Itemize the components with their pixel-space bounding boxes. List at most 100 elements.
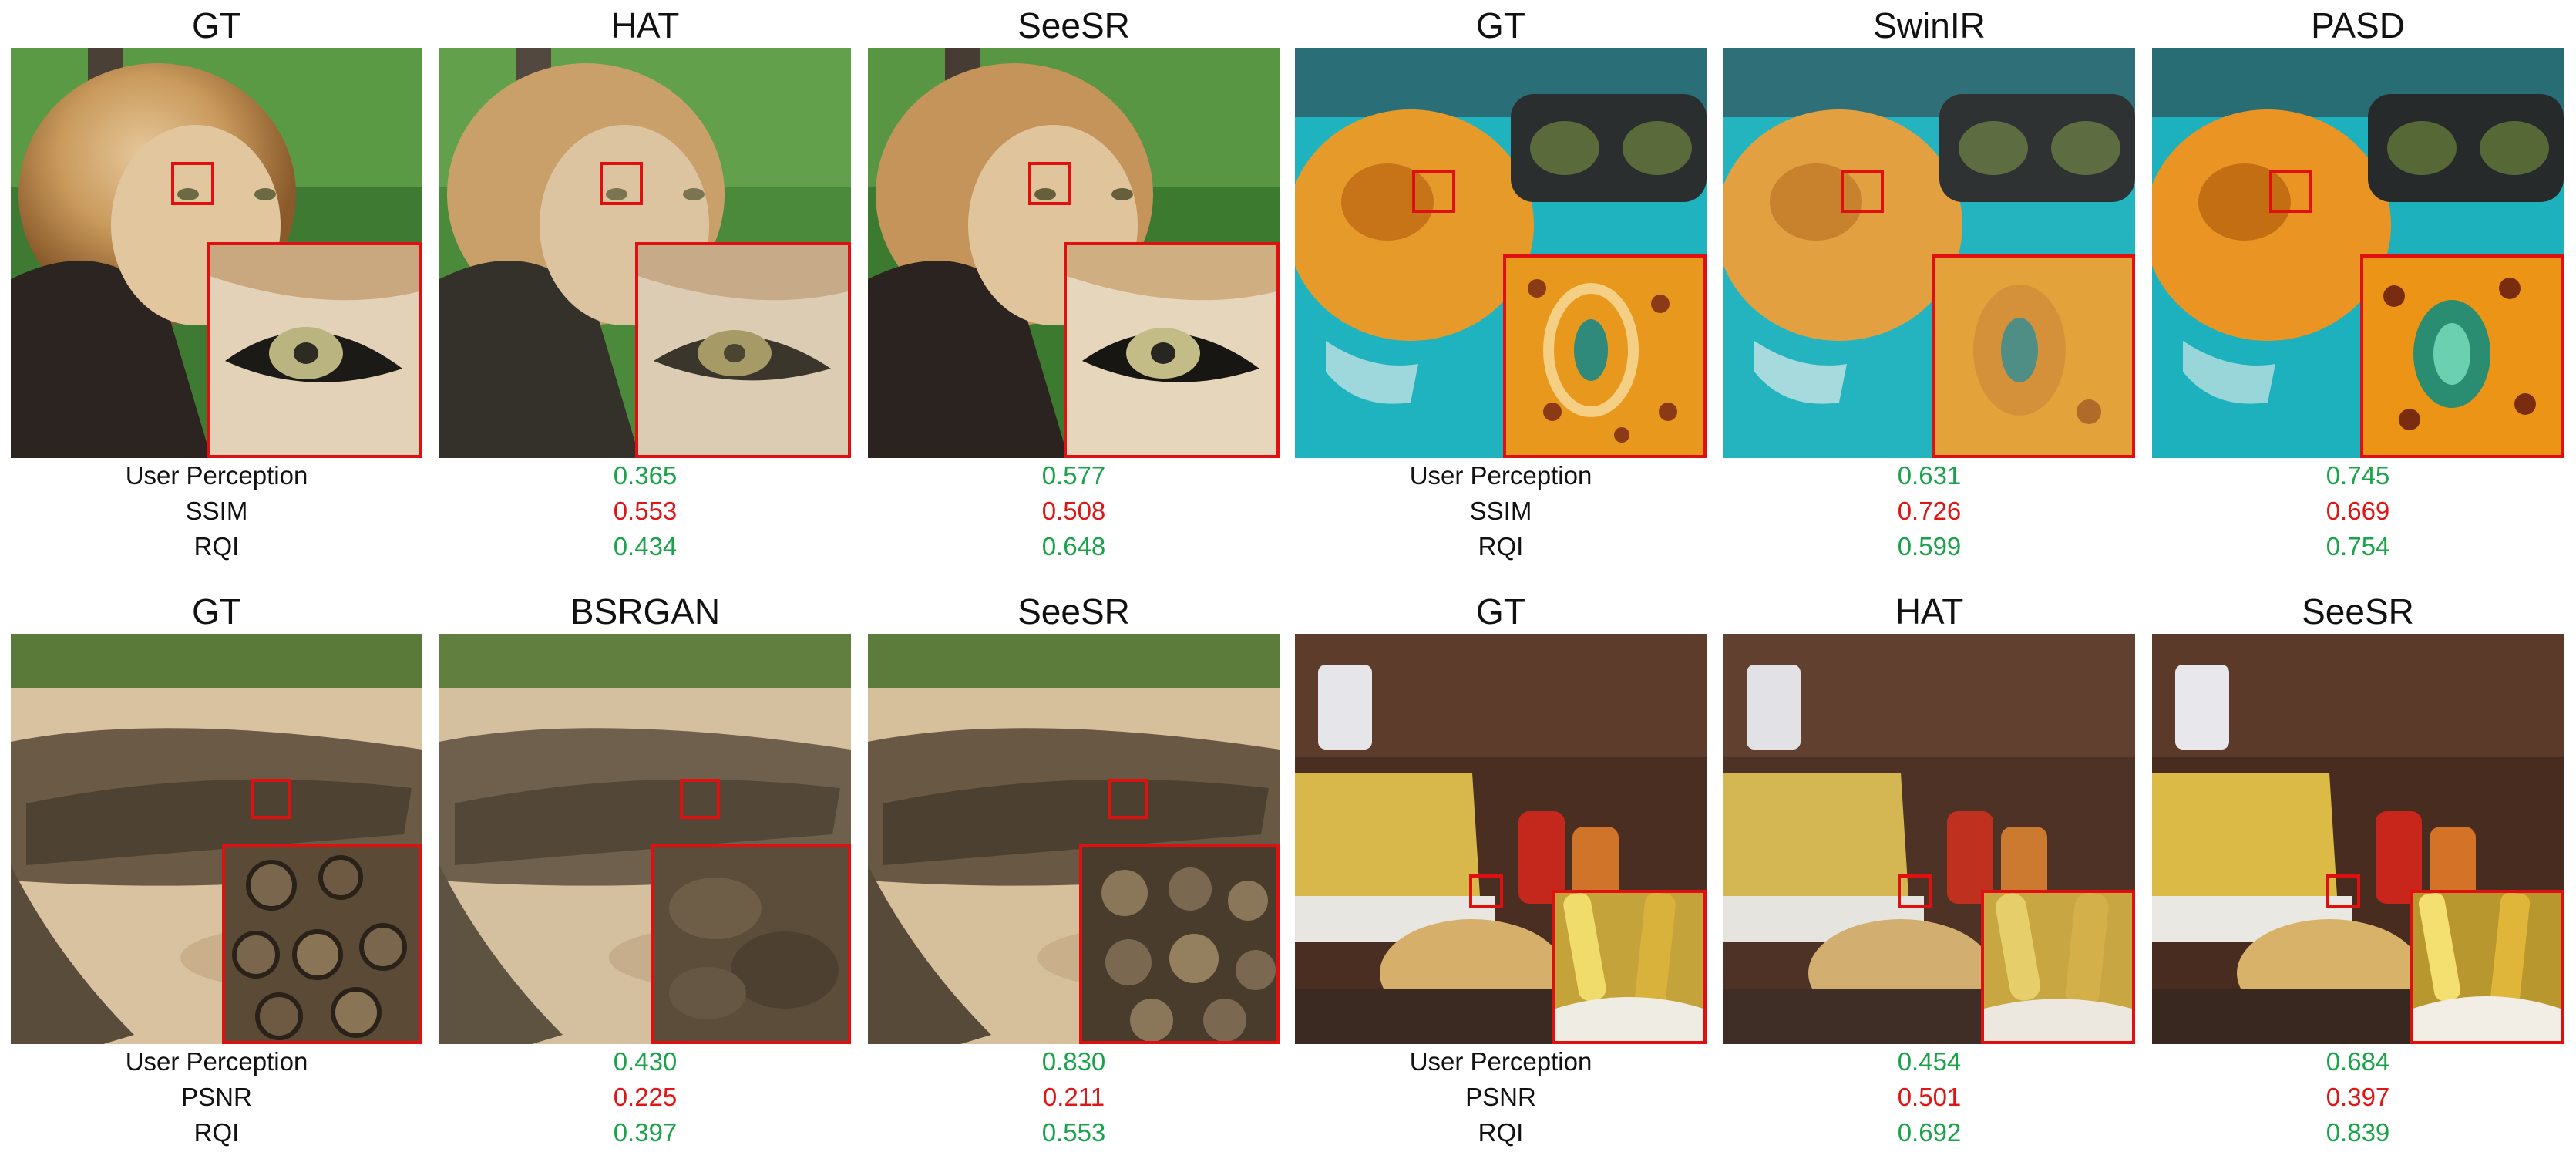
comparison-panel-crocodile: GT [11, 586, 1283, 1169]
highlight-box [600, 162, 643, 205]
metric-value-user-perception: 0.684 [2325, 1047, 2390, 1076]
highlight-box [1898, 874, 1932, 908]
metric-value-rqi: 0.754 [2325, 532, 2390, 561]
comparison-panel-lion: GT [11, 0, 1283, 583]
column-gt: GT [11, 586, 422, 1150]
highlight-box [1469, 874, 1503, 908]
zoom-inset [222, 844, 422, 1044]
metric-value-user-perception: 0.745 [2325, 461, 2390, 490]
metric-value-second: 0.501 [1897, 1083, 1962, 1111]
metric-value-second: 0.508 [1041, 497, 1106, 525]
column-gt: GT [1295, 0, 1707, 564]
column-method-2: PASD 0 [2152, 0, 2564, 564]
zoom-inset [635, 242, 851, 458]
metric-value-second: 0.726 [1897, 497, 1962, 525]
metric-label-rqi: RQI [193, 1118, 240, 1147]
column-title: SwinIR [1873, 5, 1986, 45]
metric-label-user-perception: User Perception [1409, 1047, 1592, 1076]
column-method-1: BSRGAN 0.430 0.225 0.397 [439, 586, 851, 1150]
highlight-box [1841, 170, 1884, 213]
metric-value-user-perception: 0.454 [1897, 1047, 1962, 1076]
metric-label-rqi: RQI [193, 532, 240, 561]
column-method-2: SeeSR [868, 0, 1280, 564]
image-fries-hat [1723, 634, 2135, 1044]
metric-value-user-perception: 0.365 [613, 461, 678, 490]
column-title: SeeSR [1017, 591, 1130, 632]
image-crocodile-gt [11, 634, 422, 1044]
zoom-inset [1552, 890, 1707, 1044]
highlight-box [251, 779, 291, 819]
zoom-inset [1981, 890, 2135, 1044]
metric-value-rqi: 0.397 [613, 1118, 678, 1147]
metric-value-rqi: 0.839 [2325, 1118, 2390, 1147]
metric-value-user-perception: 0.430 [613, 1047, 678, 1076]
image-lion-seesr [868, 48, 1280, 458]
highlight-box [1412, 170, 1455, 213]
column-gt: GT [11, 0, 422, 564]
metric-value-user-perception: 0.631 [1897, 461, 1962, 490]
metric-value-second: 0.553 [613, 497, 678, 525]
highlight-box [1108, 779, 1148, 819]
image-crocodile-bsrgan [439, 634, 851, 1044]
comparison-panel-fries: GT User [1295, 586, 2567, 1169]
column-title: SeeSR [2302, 591, 2414, 632]
zoom-inset [207, 242, 422, 458]
metric-value-user-perception: 0.830 [1041, 1047, 1106, 1076]
zoom-inset [2410, 890, 2564, 1044]
column-method-2: SeeSR 0. [2152, 586, 2564, 1150]
metric-label-second: SSIM [185, 497, 248, 525]
highlight-box [171, 162, 214, 205]
metric-label-user-perception: User Perception [125, 1047, 308, 1076]
metric-label-rqi: RQI [1478, 532, 1524, 561]
metric-value-user-perception: 0.577 [1041, 461, 1106, 490]
image-fries-seesr [2152, 634, 2564, 1044]
column-method-1: HAT [439, 0, 851, 564]
column-method-2: SeeSR [868, 586, 1280, 1150]
metric-label-rqi: RQI [1478, 1118, 1524, 1147]
metric-value-second: 0.225 [613, 1083, 678, 1111]
highlight-box [2269, 170, 2312, 213]
column-title: PASD [2311, 5, 2405, 45]
metric-value-second: 0.397 [2325, 1083, 2390, 1111]
metric-value-second: 0.211 [1042, 1083, 1105, 1111]
highlight-box [1028, 162, 1071, 205]
column-title: GT [1476, 591, 1525, 632]
highlight-box [2326, 874, 2360, 908]
zoom-inset [1503, 254, 1707, 458]
zoom-inset [2360, 254, 2564, 458]
metric-label-user-perception: User Perception [125, 461, 308, 490]
highlight-box [680, 779, 720, 819]
column-title: GT [192, 5, 241, 45]
metric-value-rqi: 0.692 [1897, 1118, 1962, 1147]
image-crocodile-seesr [868, 634, 1280, 1044]
metric-value-rqi: 0.434 [613, 532, 678, 561]
column-title: GT [1476, 5, 1525, 45]
metric-value-second: 0.669 [2325, 497, 2390, 525]
zoom-inset [1079, 844, 1280, 1044]
metric-value-rqi: 0.599 [1897, 532, 1962, 561]
column-title: BSRGAN [570, 591, 721, 632]
column-title: HAT [1895, 591, 1964, 632]
zoom-inset [1932, 254, 2135, 458]
metric-label-user-perception: User Perception [1409, 461, 1592, 490]
image-pufferfish-gt [1295, 48, 1707, 458]
comparison-panel-pufferfish: GT [1295, 0, 2567, 583]
image-lion-gt [11, 48, 422, 458]
metric-value-rqi: 0.648 [1041, 532, 1106, 561]
zoom-inset [651, 844, 851, 1044]
column-title: SeeSR [1017, 5, 1130, 45]
metric-label-second: PSNR [181, 1083, 252, 1111]
image-fries-gt [1295, 634, 1707, 1044]
metric-label-second: PSNR [1465, 1083, 1536, 1111]
column-title: GT [192, 591, 241, 632]
column-method-1: SwinIR 0.631 [1723, 0, 2135, 564]
metric-value-rqi: 0.553 [1041, 1118, 1106, 1147]
metric-label-second: SSIM [1469, 497, 1532, 525]
column-method-1: HAT 0.45 [1723, 586, 2135, 1150]
zoom-inset [1064, 242, 1280, 458]
column-gt: GT User [1295, 586, 1707, 1150]
image-pufferfish-pasd [2152, 48, 2564, 458]
column-title: HAT [610, 5, 680, 45]
image-lion-hat [439, 48, 851, 458]
image-pufferfish-swinir [1723, 48, 2135, 458]
